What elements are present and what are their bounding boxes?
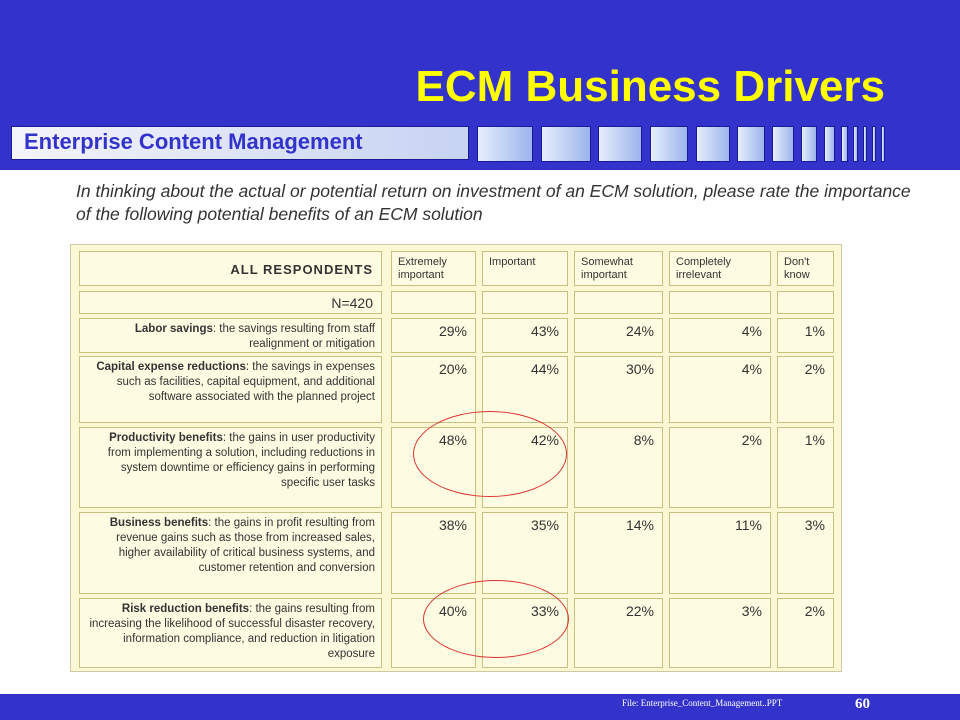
rating-value: 38% xyxy=(391,512,476,594)
empty-cell xyxy=(482,291,568,314)
column-header: Somewhat important xyxy=(574,251,663,286)
page-number: 60 xyxy=(855,696,870,712)
rating-value: 2% xyxy=(777,356,834,423)
rating-value: 8% xyxy=(574,427,663,508)
survey-question: In thinking about the actual or potentia… xyxy=(76,181,911,224)
decor-bar-block xyxy=(650,126,688,162)
column-header: Extremely important xyxy=(391,251,476,286)
rating-value: 43% xyxy=(482,318,568,353)
decor-bar-block xyxy=(772,126,794,162)
decor-bar-block xyxy=(853,126,858,162)
rating-value: 4% xyxy=(669,318,771,353)
rating-value: 2% xyxy=(669,427,771,508)
decor-bar-block xyxy=(541,126,591,162)
subtitle-bar: Enterprise Content Management xyxy=(11,126,469,160)
empty-cell xyxy=(777,291,834,314)
decor-bar-block xyxy=(477,126,533,162)
slide-footer-band xyxy=(0,694,960,720)
rating-value: 1% xyxy=(777,427,834,508)
rating-value: 30% xyxy=(574,356,663,423)
rating-value: 20% xyxy=(391,356,476,423)
column-header: Completely irrelevant xyxy=(669,251,771,286)
slide-subtitle: Enterprise Content Management xyxy=(24,129,363,154)
empty-cell xyxy=(391,291,476,314)
rating-value: 3% xyxy=(669,598,771,668)
benefit-name: Risk reduction benefits xyxy=(121,603,250,615)
benefit-description: Capital expense reductions: the savings … xyxy=(79,356,382,423)
empty-cell xyxy=(669,291,771,314)
rating-value: 2% xyxy=(777,598,834,668)
rating-value: 14% xyxy=(574,512,663,594)
empty-cell xyxy=(574,291,663,314)
rating-value: 4% xyxy=(669,356,771,423)
decor-bar-block xyxy=(737,126,765,162)
footer-file-name: File: Enterprise_Content_Management..PPT xyxy=(622,698,783,708)
rating-value: 11% xyxy=(669,512,771,594)
decor-bar-block xyxy=(801,126,817,162)
sample-size: N=420 xyxy=(79,291,382,314)
benefit-description: Business benefits: the gains in profit r… xyxy=(79,512,382,594)
rating-value: 3% xyxy=(777,512,834,594)
benefit-detail: : the gains resulting from increasing th… xyxy=(89,603,375,660)
benefit-name: Capital expense reductions xyxy=(96,361,246,373)
rating-value: 1% xyxy=(777,318,834,353)
benefit-name: Productivity benefits xyxy=(109,432,223,444)
decor-bar-block xyxy=(881,126,885,162)
rating-value: 29% xyxy=(391,318,476,353)
benefit-description: Risk reduction benefits: the gains resul… xyxy=(79,598,382,668)
benefit-detail: : the savings resulting from staff reali… xyxy=(212,323,375,350)
benefit-name: Labor savings xyxy=(134,323,213,335)
column-header: Important xyxy=(482,251,568,286)
decor-bar-block xyxy=(841,126,848,162)
decor-bar-block xyxy=(863,126,867,162)
decor-bar-block xyxy=(598,126,642,162)
benefit-detail: : the gains in profit resulting from rev… xyxy=(116,517,375,574)
rating-value: 24% xyxy=(574,318,663,353)
decor-bar-block xyxy=(824,126,835,162)
benefit-description: Labor savings: the savings resulting fro… xyxy=(79,318,382,353)
column-header: Don't know xyxy=(777,251,834,286)
benefit-description: Productivity benefits: the gains in user… xyxy=(79,427,382,508)
decor-bar-block xyxy=(872,126,876,162)
highlight-oval xyxy=(423,580,569,658)
highlight-oval xyxy=(413,411,567,497)
table-header-label: ALL RESPONDENTS xyxy=(79,251,382,286)
decor-bar-block xyxy=(696,126,730,162)
benefit-name: Business benefits xyxy=(109,517,209,529)
rating-value: 22% xyxy=(574,598,663,668)
benefit-detail: : the gains in user productivity from im… xyxy=(107,432,375,489)
slide-title: ECM Business Drivers xyxy=(415,62,885,111)
benefit-detail: : the savings in expenses such as facili… xyxy=(116,361,375,403)
